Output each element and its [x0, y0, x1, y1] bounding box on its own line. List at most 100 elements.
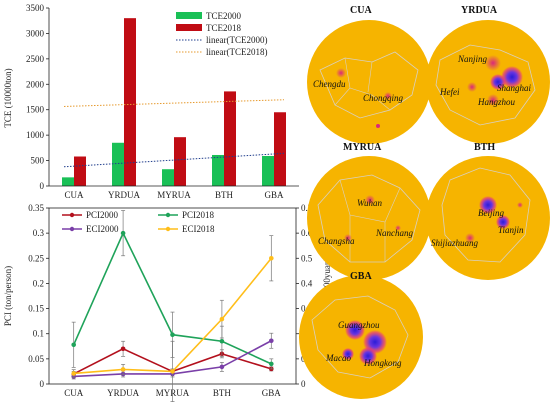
- bar-x-tick-label: CUA: [64, 190, 84, 200]
- bar-tce2000: [112, 142, 124, 186]
- trendline-tce2000: [63, 152, 285, 168]
- map-myrua-hotspot-changsha: [344, 234, 352, 242]
- bar-bars: [62, 18, 286, 186]
- bar-tce2018: [74, 156, 86, 186]
- point-eci2018: [170, 369, 175, 374]
- tce-bar-chart: 0 500 1000 1500 2000 2500 3000 3500 CUA YRDUA MYR…: [3, 3, 299, 200]
- point-eci2000: [269, 338, 274, 344]
- bar-tce2000: [162, 169, 174, 186]
- map-yrdua-city-shanghai: Shanghai: [497, 83, 532, 93]
- map-bth-hotspot-beijing: [479, 196, 497, 214]
- bar-tce2018: [174, 137, 186, 186]
- bar-trendlines: [63, 99, 285, 168]
- line-y2-tick-label: 0.4: [301, 278, 313, 288]
- map-myrua-hotspot-nanchang: [395, 225, 401, 231]
- trendline-tce2018: [63, 99, 285, 107]
- line-y2-tick-label: 0.7: [301, 203, 313, 213]
- bar-y-tick-label: 500: [31, 156, 45, 166]
- legend-label-eci2018: ECI2018: [182, 224, 215, 234]
- map-cua-hotspot-small: [376, 124, 380, 128]
- map-cua-boundary-inner: [334, 57, 391, 111]
- map-bth-disk: [426, 156, 550, 280]
- legend-label-tce2000: TCE2000: [206, 11, 241, 21]
- bar-y-tick-label: 3500: [26, 3, 45, 13]
- map-cua-hotspot-chengdu: [336, 68, 346, 78]
- line-series: [71, 210, 274, 402]
- map-bth-city-shijiazhuang: Shijiazhuang: [431, 238, 479, 248]
- legend-label-eci2000: ECI2000: [86, 224, 119, 234]
- map-bth-hotspot-tianjin: [496, 215, 510, 229]
- point-eci2018: [219, 316, 225, 322]
- point-eci2000: [219, 364, 225, 370]
- bar-x-tick-label: GBA: [264, 190, 284, 200]
- map-yrdua-hotspot-suzhou: [490, 74, 506, 90]
- map-cua-city-chengdu: Chengdu: [313, 79, 346, 89]
- legend-label-linear-tce2000: linear(TCE2000): [206, 35, 267, 45]
- map-gba-boundary: [311, 295, 409, 379]
- bar-tce2018: [224, 91, 236, 186]
- map-gba-hotspot-guangzhou: [345, 320, 365, 340]
- legend-marker-eci2000: [69, 226, 75, 232]
- line-y-tick-label: 0.3: [33, 228, 45, 238]
- point-pci2018: [71, 342, 76, 348]
- line-y-tick-label: 0.35: [28, 203, 44, 213]
- map-gba-city-guangzhou: Guangzhou: [338, 320, 380, 330]
- bar-legend: TCE2000 TCE2018 linear(TCE2000) linear(T…: [176, 11, 267, 57]
- map-myrua: MYRUA Wuhan Changsha Nanchang: [307, 142, 431, 280]
- line-y2-tick-label: 0.6: [301, 228, 313, 238]
- point-pci2000: [120, 346, 126, 352]
- point-pci2018: [120, 230, 126, 236]
- map-cua-boundary: [319, 51, 419, 119]
- bar-tce2000: [262, 155, 274, 186]
- line-y-tick-label: 0: [40, 379, 45, 389]
- line-y-axis-label: PCI (ton/person): [3, 266, 13, 326]
- map-yrdua-hotspot-hangzhou: [487, 94, 499, 106]
- legend-label-pci2018: PCI2018: [182, 210, 215, 220]
- map-myrua-city-nanchang: Nanchang: [375, 228, 413, 238]
- map-gba-title: GBA: [350, 271, 372, 282]
- map-myrua-city-changsha: Changsha: [318, 236, 355, 246]
- point-pci2018: [170, 332, 175, 338]
- legend-label-linear-tce2018: linear(TCE2018): [206, 47, 267, 57]
- bar-x-tick-label: YRDUA: [108, 190, 141, 200]
- bar-x-ticks: CUA YRDUA MYRUA BTH GBA: [64, 190, 284, 200]
- map-myrua-city-wuhan: Wuhan: [357, 198, 383, 208]
- legend-label-tce2018: TCE2018: [206, 23, 241, 33]
- bar-x-tick-label: BTH: [215, 190, 234, 200]
- map-cua-title: CUA: [350, 5, 372, 16]
- map-yrdua-disk: [426, 20, 550, 144]
- map-bth: BTH Beijing Tianjin Shijiazhuang: [426, 142, 550, 280]
- bar-y-ticks: 0 500 1000 1500 2000 2500 3000 3500: [26, 3, 49, 191]
- bar-tce2018: [274, 112, 286, 186]
- legend-label-pci2000: PCI2000: [86, 210, 119, 220]
- map-gba-hotspot-macao: [342, 348, 354, 360]
- map-gba-city-hongkong: Hongkong: [363, 358, 402, 368]
- map-myrua-title: MYRUA: [343, 142, 382, 153]
- map-yrdua: YRDUA Nanjing Hefei Shanghai Hangzhou: [426, 5, 550, 144]
- map-yrdua-title: YRDUA: [461, 5, 498, 16]
- legend-swatch-tce2018: [176, 24, 202, 31]
- bar-y-tick-label: 1500: [26, 105, 45, 115]
- line-y-tick-label: 0.25: [28, 253, 44, 263]
- map-myrua-hotspot-wuhan: [365, 195, 375, 205]
- legend-marker-pci2018: [165, 212, 171, 218]
- bar-y-tick-label: 2000: [26, 79, 45, 89]
- line-y-tick-label: 0.05: [28, 354, 44, 364]
- bar-y-tick-label: 2500: [26, 54, 45, 64]
- line-x-tick-label: YRDUA: [107, 388, 140, 398]
- line-y-tick-label: 0.15: [28, 304, 44, 314]
- map-bth-city-beijing: Beijing: [478, 208, 504, 218]
- map-gba-hotspot-hongkong: [359, 347, 377, 365]
- line-y2-tick-label: 0.5: [301, 253, 313, 263]
- map-cua-disk: [307, 20, 431, 144]
- map-bth-city-tianjin: Tianjin: [498, 225, 524, 235]
- map-yrdua-hotspot-nanjing: [485, 55, 501, 71]
- point-eci2018: [269, 255, 274, 261]
- line-x-tick-label: GBA: [262, 388, 282, 398]
- map-gba: GBA Guangzhou Macao Hongkong: [299, 271, 423, 399]
- map-yrdua-city-nanjing: Nanjing: [457, 54, 488, 64]
- map-yrdua-city-hangzhou: Hangzhou: [477, 97, 516, 107]
- map-cua-city-chongqing: Chongqing: [363, 93, 404, 103]
- bar-tce2018: [124, 18, 136, 186]
- map-myrua-disk: [307, 156, 431, 280]
